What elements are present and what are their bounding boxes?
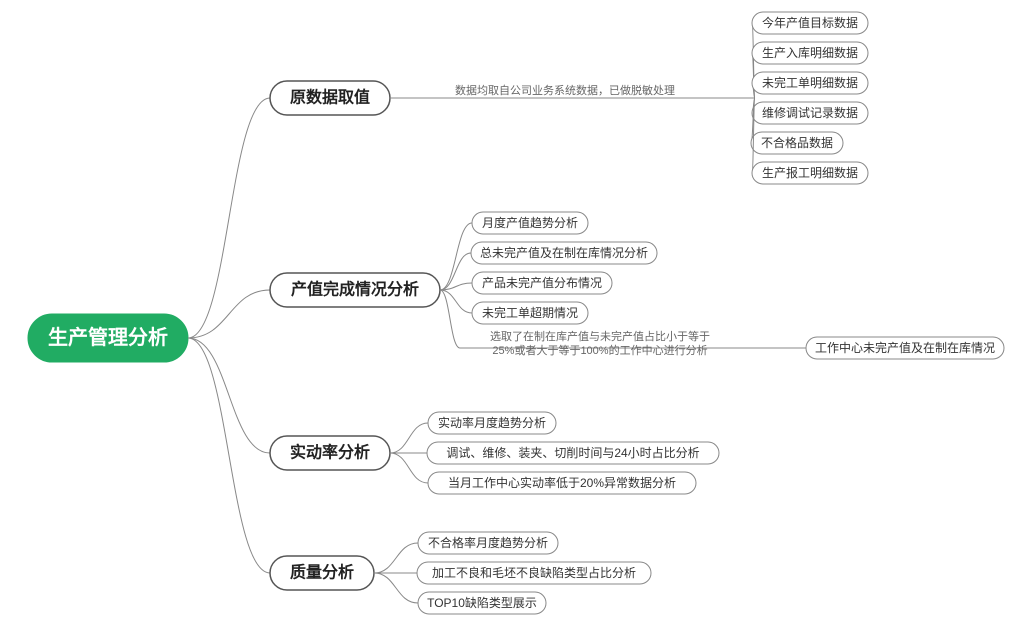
edge-label: 选取了在制在库产值与未完产值占比小于等于 <box>490 329 710 343</box>
leaf-node-label: 不合格率月度趋势分析 <box>428 535 548 550</box>
leaf-node-label: 生产入库明细数据 <box>762 45 858 60</box>
leaf-node-label: 生产报工明细数据 <box>762 165 858 180</box>
edge <box>374 543 418 573</box>
leaf-node-label: 产品未完产值分布情况 <box>482 275 602 290</box>
leaf-node-label: 实动率月度趋势分析 <box>438 415 546 430</box>
leaf-node-label: 今年产值目标数据 <box>762 15 858 30</box>
edge-label: 25%或者大于等于100%的工作中心进行分析 <box>492 343 707 357</box>
edge <box>188 338 270 573</box>
branch-b4-label: 质量分析 <box>290 563 354 582</box>
branch-b2-label: 产值完成情况分析 <box>291 280 419 299</box>
leaf-node-label: 维修调试记录数据 <box>762 105 858 120</box>
edge <box>390 423 428 453</box>
edge <box>390 453 428 483</box>
root-node-label: 生产管理分析 <box>48 325 168 349</box>
edge <box>440 223 472 290</box>
leaf-node-label: TOP10缺陷类型展示 <box>427 595 537 610</box>
leaf-node-label: 不合格品数据 <box>761 135 833 150</box>
leaf-node-label: 工作中心未完产值及在制在库情况 <box>815 340 995 355</box>
branch-b3-label: 实动率分析 <box>290 443 370 462</box>
edge <box>440 290 460 348</box>
leaf-node-label: 未完工单明细数据 <box>762 75 858 90</box>
edge <box>440 290 472 313</box>
edge-label: 数据均取自公司业务系统数据，已做脱敏处理 <box>455 83 675 97</box>
edge <box>374 573 418 603</box>
leaf-node-label: 当月工作中心实动率低于20%异常数据分析 <box>448 475 676 490</box>
leaf-node-label: 总未完产值及在制在库情况分析 <box>480 245 648 260</box>
edge <box>188 338 270 453</box>
edge <box>188 98 270 338</box>
leaf-node-label: 月度产值趋势分析 <box>482 215 578 230</box>
edge <box>188 290 270 338</box>
leaf-node-label: 调试、维修、装夹、切削时间与24小时占比分析 <box>446 445 699 460</box>
leaf-node-label: 加工不良和毛坯不良缺陷类型占比分析 <box>432 565 636 580</box>
mindmap-diagram: 生产管理分析 原数据取值 数据均取自公司业务系统数据，已做脱敏处理 今年产值目标数据生… <box>0 0 1024 630</box>
leaf-node-label: 未完工单超期情况 <box>482 305 578 320</box>
branch-b1-label: 原数据取值 <box>290 88 370 107</box>
